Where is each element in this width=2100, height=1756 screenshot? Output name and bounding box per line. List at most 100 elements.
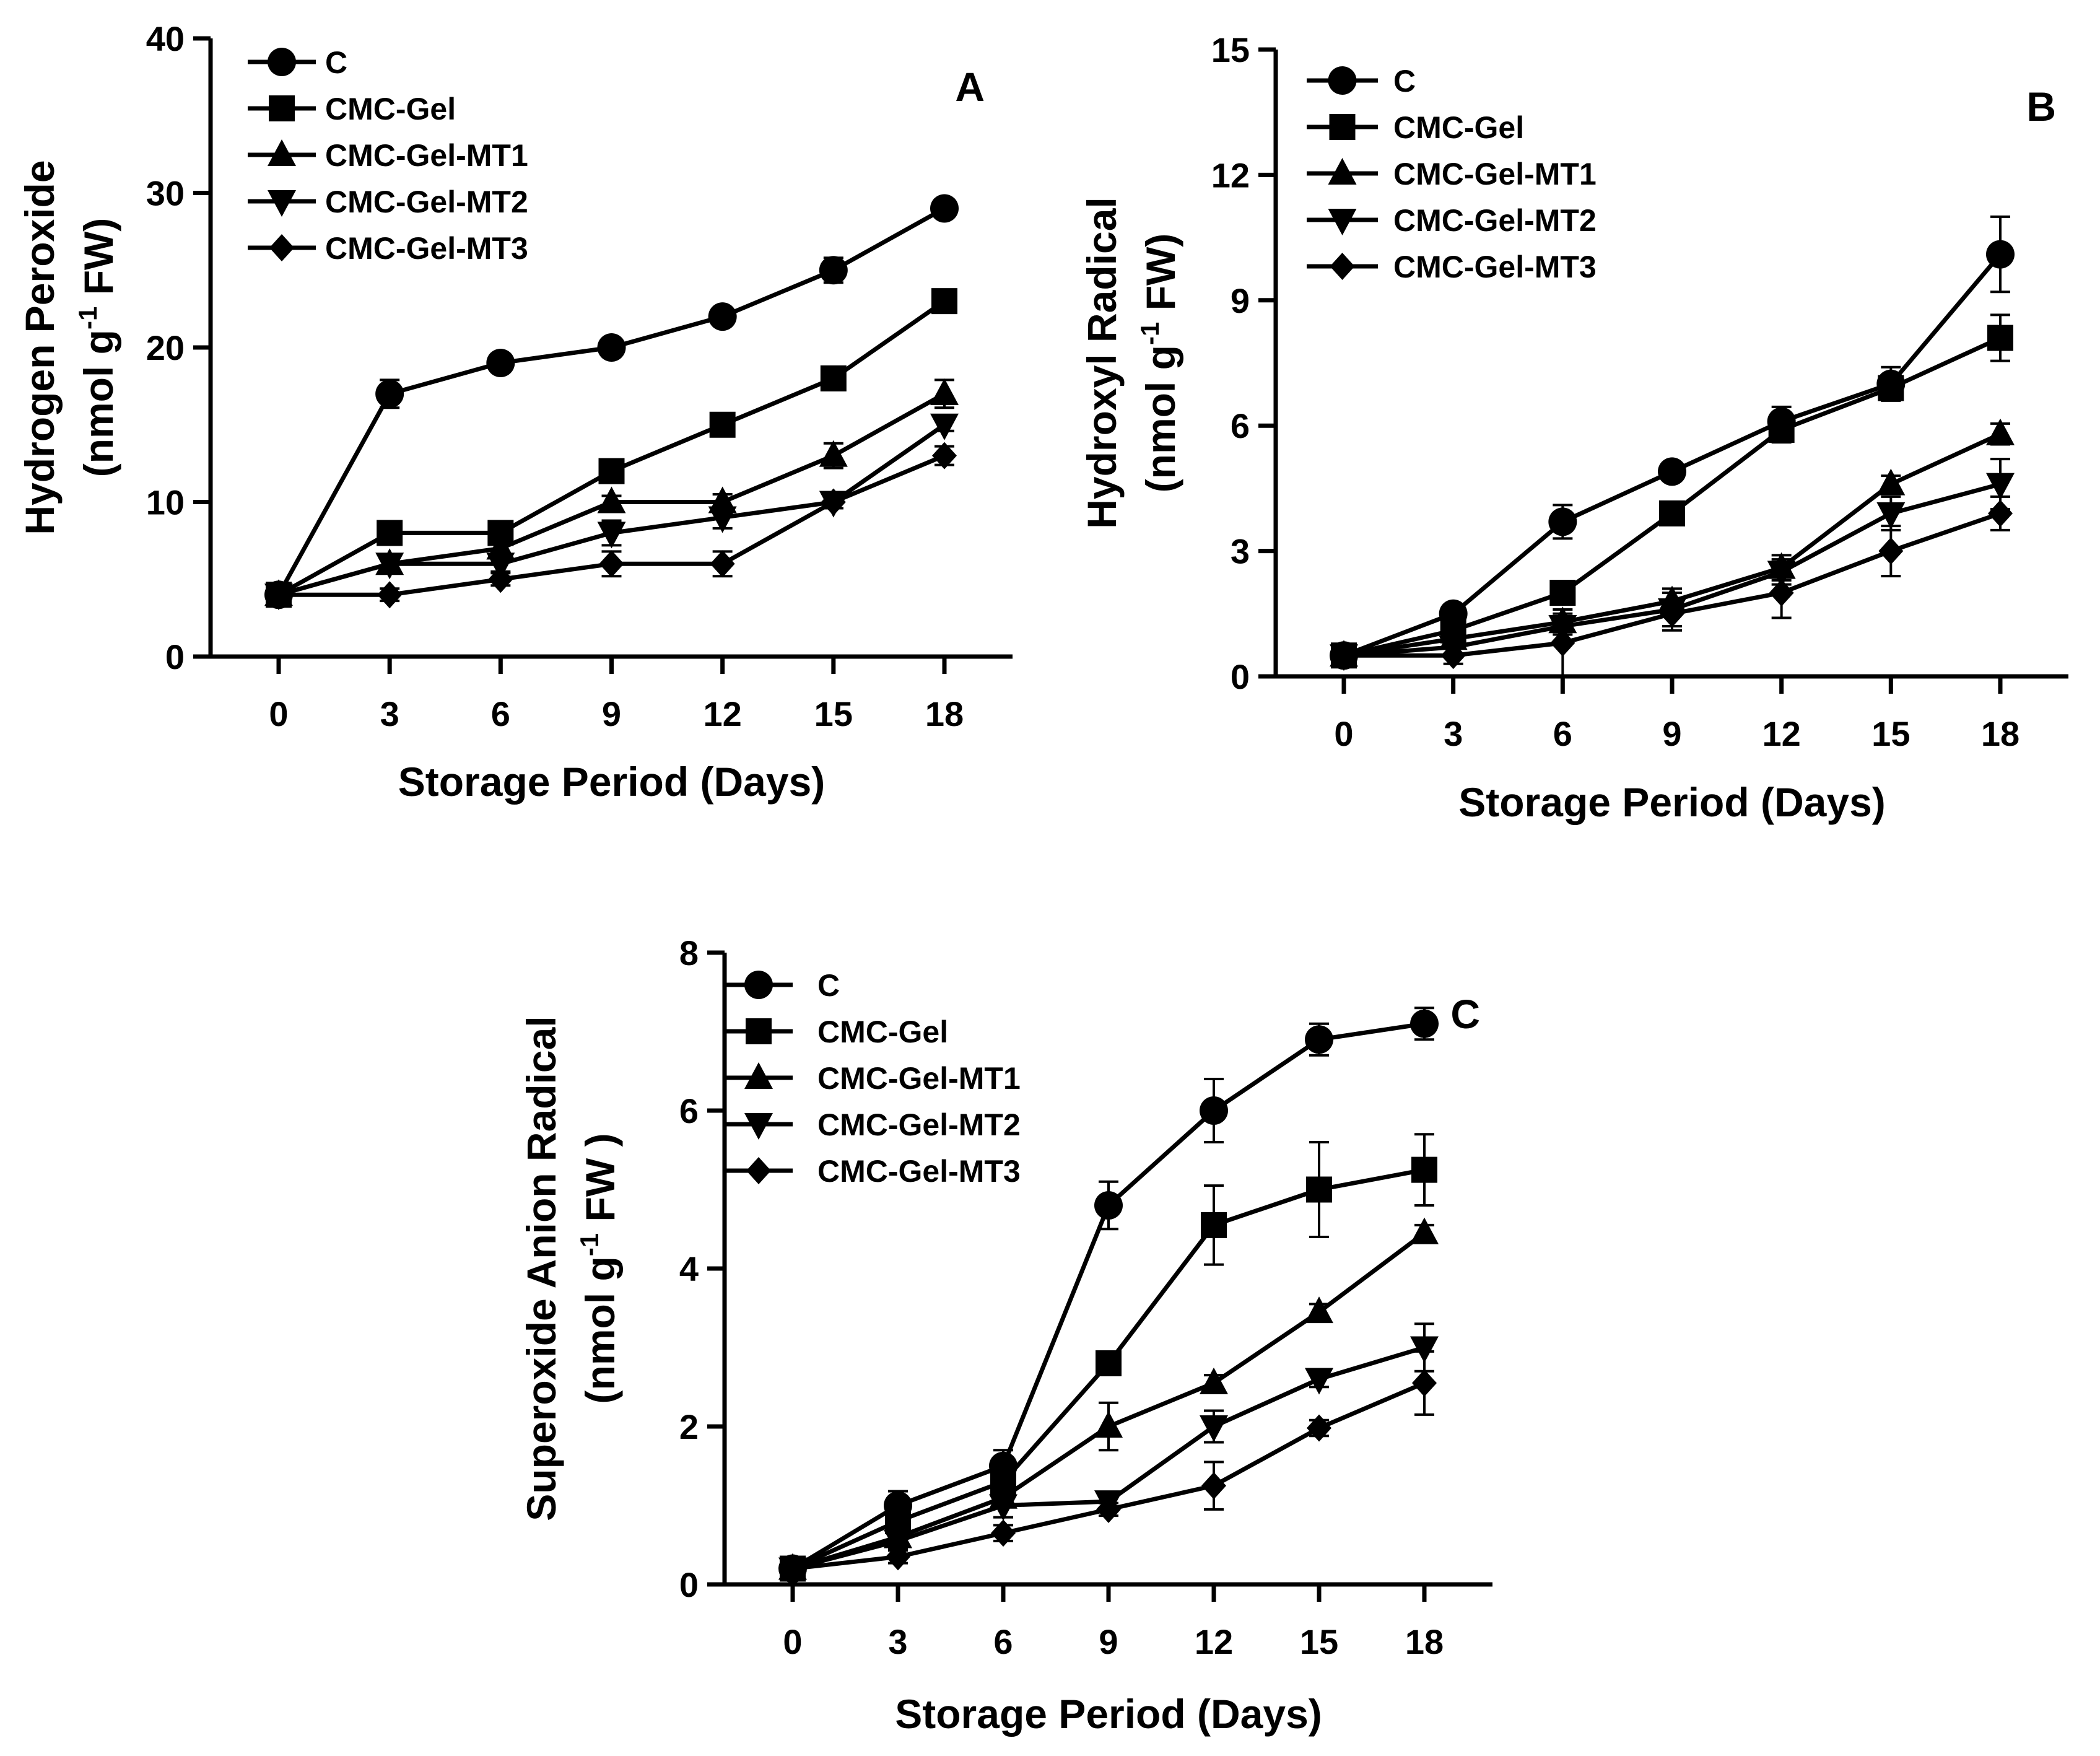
x-tick-label: 18 <box>1405 1622 1444 1661</box>
y-axis-title: Hydroxyl Radical <box>1079 197 1125 529</box>
panel-letter: A <box>955 64 985 110</box>
x-tick-label: 18 <box>1981 714 2019 753</box>
legend-entry-c: C <box>1307 64 1416 98</box>
data-point <box>1201 1212 1227 1238</box>
data-point <box>488 566 513 593</box>
legend-marker <box>744 971 773 999</box>
legend-label: C <box>325 45 347 80</box>
x-tick-label: 15 <box>1871 714 1910 753</box>
data-point <box>1658 457 1686 486</box>
y-tick-label: 0 <box>679 1565 699 1604</box>
data-point <box>930 378 959 405</box>
data-point <box>1410 1217 1439 1244</box>
y-tick-label: 12 <box>1211 155 1250 194</box>
legend-marker <box>744 1113 773 1140</box>
data-point <box>1660 600 1684 627</box>
y-tick-label: 40 <box>146 19 185 58</box>
y-axis-title: Hydrogen Peroxide <box>17 160 63 535</box>
data-point <box>1412 1369 1437 1397</box>
legend-label: CMC-Gel-MT3 <box>817 1154 1021 1189</box>
y-tick-label: 0 <box>165 637 185 676</box>
x-tick-label: 3 <box>1444 714 1463 753</box>
legend-label: CMC-Gel-MT2 <box>1393 203 1597 238</box>
data-point <box>377 520 403 546</box>
legend-entry-cmc-gel-mt1: CMC-Gel-MT1 <box>725 1061 1021 1096</box>
legend-marker <box>269 234 294 261</box>
data-point <box>1201 1472 1226 1500</box>
y-axis-unit: (nmol g-1 FW) <box>1135 234 1183 493</box>
x-tick-label: 12 <box>704 694 742 733</box>
data-point <box>377 581 403 609</box>
data-point <box>1878 375 1904 401</box>
y-tick-label: 6 <box>679 1091 699 1130</box>
data-point <box>991 1519 1016 1547</box>
y-tick-label: 15 <box>1211 30 1250 69</box>
data-point <box>710 550 735 578</box>
y-axis-unit: (nmol g-1 FW) <box>73 218 121 478</box>
x-axis-title: Storage Period (Days) <box>895 1691 1322 1737</box>
series-c <box>264 194 959 609</box>
data-point <box>931 288 957 315</box>
data-point <box>1331 642 1356 670</box>
data-point <box>1096 1350 1122 1376</box>
series-cmc-gel-mt3 <box>780 1350 1437 1583</box>
data-point <box>1307 1414 1331 1442</box>
series-cmc-gel-mt3 <box>1331 495 2013 678</box>
legend-entry-c: C <box>725 968 840 1003</box>
legend-label: CMC-Gel <box>817 1015 948 1049</box>
data-point <box>599 550 624 578</box>
legend-marker <box>1328 209 1357 235</box>
data-point <box>1876 468 1906 496</box>
data-point <box>819 440 848 467</box>
data-point <box>1305 1025 1333 1054</box>
legend-label: C <box>1393 64 1416 98</box>
data-point <box>1659 500 1685 526</box>
x-axis-title: Storage Period (Days) <box>398 759 826 805</box>
y-tick-label: 20 <box>146 328 185 367</box>
series-line <box>791 1021 1425 1571</box>
panel-letter: B <box>2026 84 2056 129</box>
legend-label: CMC-Gel-MT3 <box>325 231 528 266</box>
y-axis-unit: (nmol g-1 FW ) <box>575 1134 623 1404</box>
data-point <box>1988 499 2013 527</box>
data-point <box>486 348 515 377</box>
legend-entry-cmc-gel-mt2: CMC-Gel-MT2 <box>725 1107 1021 1142</box>
data-point <box>886 1543 910 1571</box>
legend-entry-cmc-gel: CMC-Gel <box>1307 110 1524 145</box>
legend-marker <box>268 190 296 217</box>
data-point <box>1986 418 2015 445</box>
legend-entry-cmc-gel-mt3: CMC-Gel-MT3 <box>1307 250 1597 284</box>
legend-entry-cmc-gel-mt1: CMC-Gel-MT1 <box>1307 157 1597 191</box>
data-point <box>821 488 846 516</box>
legend-label: CMC-Gel-MT2 <box>325 185 528 219</box>
x-tick-label: 0 <box>783 1622 802 1661</box>
chart-panel-b: 0 3 6 9 12 15 0 3 6 9 12 15 18 Storage Period (Days) H… <box>1079 30 2068 825</box>
data-point <box>1200 1096 1228 1125</box>
legend-marker <box>1328 66 1357 95</box>
data-point <box>1096 1495 1121 1523</box>
series-cmc-gel-mt3 <box>266 442 957 609</box>
y-axis-title: Superoxide Anion Radical <box>518 1016 564 1521</box>
data-point <box>1410 1336 1439 1363</box>
data-point <box>932 442 957 470</box>
legend-label: CMC-Gel-MT2 <box>817 1107 1021 1142</box>
series-cmc-gel-mt2 <box>1330 458 2015 671</box>
legend-marker <box>268 139 296 166</box>
x-tick-label: 9 <box>1662 714 1681 753</box>
x-tick-label: 3 <box>380 694 399 733</box>
data-point <box>266 581 291 609</box>
data-point <box>1410 1009 1439 1038</box>
data-point <box>819 256 848 285</box>
data-point <box>598 458 625 484</box>
x-tick-label: 6 <box>491 694 510 733</box>
data-point <box>930 194 959 223</box>
legend-entry-c: C <box>248 45 347 80</box>
legend-marker <box>746 1018 772 1044</box>
x-tick-label: 12 <box>1762 714 1801 753</box>
legend-label: CMC-Gel-MT1 <box>817 1061 1021 1096</box>
chart-panel-a: 0 10 20 30 40 0 3 6 9 12 15 18 Storage Period (Days)… <box>17 19 1013 805</box>
data-point <box>708 506 737 533</box>
data-point <box>1548 507 1577 536</box>
legend-marker <box>744 1062 773 1089</box>
chart-panel-c: 0 2 4 6 8 0 3 6 9 12 15 18 Storage Period (Days) Supe… <box>518 933 1492 1737</box>
